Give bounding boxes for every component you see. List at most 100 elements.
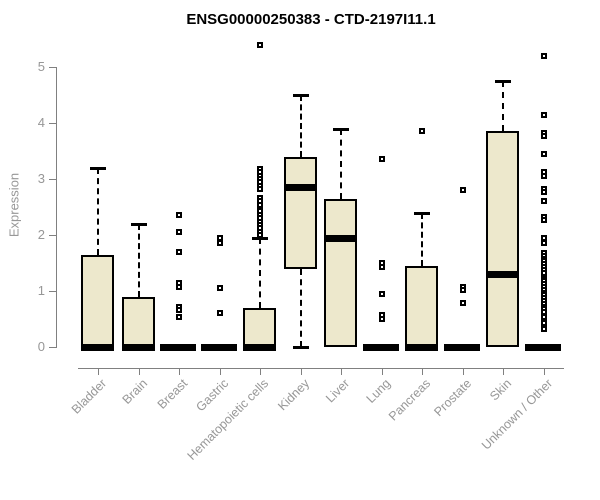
upper-whisker [299, 95, 302, 157]
x-axis-tick [341, 368, 342, 375]
upper-whisker-cap [252, 236, 268, 240]
outlier-point [378, 290, 385, 297]
upper-whisker-cap [333, 127, 349, 131]
outlier-point [540, 216, 547, 223]
outlier-point [257, 186, 263, 193]
outlier-point [540, 173, 547, 180]
lower-whisker [299, 268, 302, 347]
outlier-point [540, 52, 547, 59]
upper-whisker [137, 223, 140, 297]
outlier-point [176, 248, 182, 255]
outlier-point [459, 300, 466, 307]
outlier-point [257, 232, 263, 238]
x-axis-tick [381, 368, 383, 375]
median-line [443, 344, 480, 351]
median-line [121, 344, 155, 351]
x-axis-line [78, 368, 564, 369]
upper-whisker [259, 237, 261, 308]
upper-whisker-cap [90, 166, 106, 170]
median-line [324, 234, 357, 242]
y-axis-tick [49, 235, 56, 236]
median-line [160, 344, 196, 351]
outlier-point [176, 314, 182, 321]
outlier-point [176, 212, 182, 219]
x-axis-tick [260, 368, 261, 375]
outlier-point [459, 287, 466, 294]
upper-whisker-cap [495, 80, 511, 83]
box [405, 265, 438, 347]
outlier-point [216, 285, 223, 292]
y-axis-tick-label: 1 [37, 283, 45, 298]
outlier-point [176, 283, 182, 290]
outlier-point [459, 187, 466, 194]
x-axis-tick [503, 368, 504, 375]
outlier-point [378, 264, 385, 271]
lower-whisker-cap [292, 346, 309, 349]
upper-whisker-cap [130, 222, 147, 226]
x-axis-tick [462, 368, 464, 375]
outlier-point [540, 189, 547, 196]
outlier-point [540, 326, 547, 333]
outlier-point [540, 111, 547, 118]
x-axis-tick [543, 368, 545, 375]
outlier-point [257, 41, 263, 48]
y-axis-tick [49, 347, 56, 348]
outlier-point [257, 201, 263, 208]
y-axis-tick [49, 291, 56, 292]
y-axis-tick-label: 3 [37, 171, 45, 186]
upper-whisker [97, 167, 99, 255]
box [283, 156, 317, 269]
outlier-point [216, 310, 223, 317]
outlier-point [540, 269, 547, 276]
x-axis-tick [98, 368, 99, 375]
chart-title: ENSG00000250383 - CTD-2197I11.1 [186, 11, 436, 28]
upper-whisker-cap [292, 94, 309, 97]
x-axis-tick [179, 368, 180, 375]
outlier-point [540, 320, 547, 327]
median-line [200, 344, 237, 351]
outlier-point [540, 240, 547, 247]
median-line [362, 344, 399, 351]
x-axis-tick [422, 368, 423, 375]
median-line [283, 184, 317, 192]
y-axis-tick [49, 123, 56, 124]
upper-whisker [421, 212, 423, 266]
upper-whisker [502, 81, 504, 132]
median-line [243, 344, 276, 351]
median-line [524, 344, 561, 351]
box [81, 254, 114, 347]
median-line [405, 344, 438, 351]
y-axis-tick [49, 179, 56, 180]
box [121, 296, 155, 347]
x-axis-tick-label: Unknown / Other [478, 376, 555, 453]
outlier-point [540, 198, 547, 205]
box [243, 307, 276, 347]
outlier-point [378, 316, 385, 322]
y-axis-tick-label: 2 [37, 227, 45, 242]
outlier-point [540, 309, 547, 316]
y-axis-line [56, 67, 57, 348]
upper-whisker [340, 128, 342, 199]
median-line [486, 271, 519, 279]
outlier-point [419, 128, 425, 135]
outlier-point [540, 314, 547, 321]
outlier-point [540, 234, 547, 241]
box [324, 198, 357, 347]
outlier-point [176, 307, 182, 314]
y-axis-tick [49, 67, 56, 68]
outlier-point [176, 229, 182, 236]
box [486, 131, 519, 347]
outlier-point [378, 156, 385, 163]
outlier-point [216, 239, 223, 246]
y-axis-tick-label: 5 [37, 59, 45, 74]
outlier-point [540, 133, 547, 140]
y-axis-tick-label: 0 [37, 339, 45, 354]
outlier-point [540, 150, 547, 157]
median-line [81, 344, 114, 351]
outlier-point [216, 234, 223, 241]
x-axis-tick [219, 368, 221, 375]
upper-whisker-cap [414, 211, 430, 215]
x-axis-tick [138, 368, 140, 375]
y-axis-tick-label: 4 [37, 115, 45, 130]
